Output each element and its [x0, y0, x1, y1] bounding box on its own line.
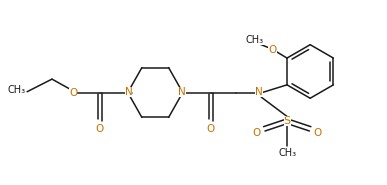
Text: N: N	[255, 87, 263, 97]
Text: O: O	[252, 128, 261, 138]
Text: O: O	[207, 124, 215, 134]
Text: O: O	[96, 124, 104, 134]
Text: S: S	[284, 116, 291, 126]
Text: N: N	[125, 87, 132, 97]
Text: O: O	[69, 88, 77, 97]
Text: O: O	[314, 128, 322, 138]
Text: O: O	[268, 45, 277, 55]
Text: CH₃: CH₃	[7, 85, 25, 95]
Text: CH₃: CH₃	[245, 36, 264, 46]
Text: CH₃: CH₃	[278, 148, 296, 158]
Text: N: N	[178, 87, 186, 97]
